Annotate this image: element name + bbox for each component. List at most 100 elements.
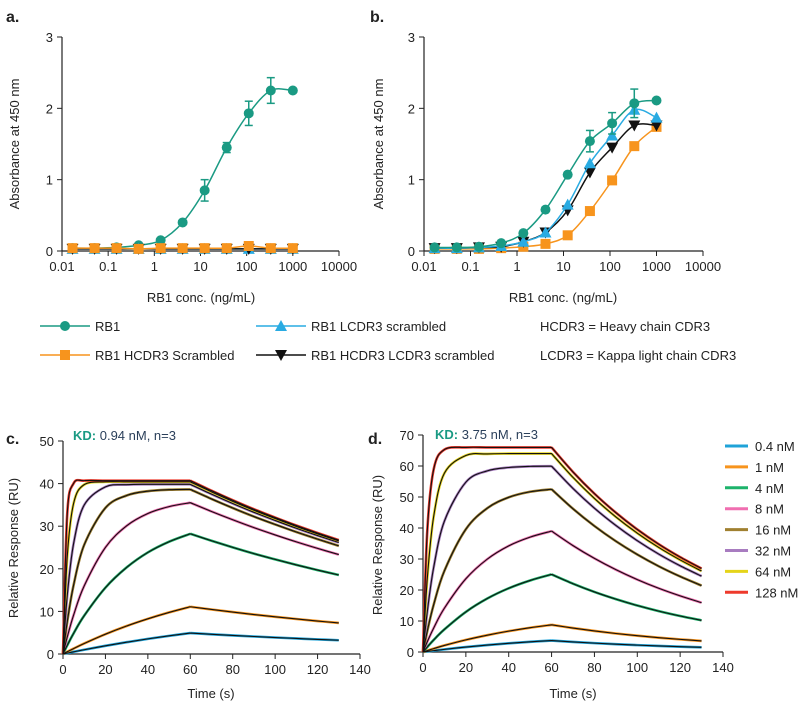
legend-marker-triangle-down-icon: [275, 350, 287, 361]
panel-b-x-tick-label: 1000: [642, 259, 671, 274]
data-point: [584, 136, 595, 147]
panel-d-y-tick-label: 10: [400, 614, 414, 629]
panel-c-x-tick-label: 20: [98, 662, 112, 677]
panel-c-x-tick-label: 0: [59, 662, 66, 677]
panel-c-y-tick-label: 30: [40, 519, 54, 534]
fit-curve: [422, 453, 702, 653]
panel-b-ylabel: Absorbance at 450 nm: [371, 79, 386, 210]
fit-curve: [422, 488, 702, 653]
panel-b-xlabel: RB1 conc. (ng/mL): [509, 290, 617, 305]
data-point: [177, 243, 188, 254]
legend-label: 16 nM: [755, 523, 791, 538]
panel-b-x-tick-label: 0.01: [411, 259, 436, 274]
series-rb1: [67, 76, 298, 254]
data-point: [562, 169, 573, 180]
data-point: [628, 120, 641, 132]
data-point: [540, 238, 551, 249]
data-point: [540, 204, 551, 215]
panel-d-chart: 0 20 40 60 80 100 120 140 0 10 20 30 40 50 60 70 0.4 nM 1…: [400, 428, 798, 675]
panel-a-y-tick-label: 2: [46, 101, 53, 116]
panel-d-x-tick-label: 120: [669, 660, 691, 675]
panel-d-kd-annotation: KD: 3.75 nM, n=3: [435, 427, 538, 442]
fit-curve: [434, 99, 657, 249]
data-point: [651, 95, 662, 106]
panel-a-y-tick-label: 0: [46, 244, 53, 259]
data-point: [287, 85, 298, 96]
panel-d-letter: d.: [368, 431, 382, 448]
panel-d-y-tick-label: 60: [400, 459, 414, 474]
data-point: [650, 111, 663, 123]
panel-d-x-tick-label: 100: [626, 660, 648, 675]
association-curve: [422, 623, 552, 654]
panel-c-x-tick-label: 60: [183, 662, 197, 677]
panel-c-x-tick-label: 80: [225, 662, 239, 677]
panel-a-xlabel: RB1 conc. (ng/mL): [147, 290, 255, 305]
panel-c-y-tick-label: 50: [40, 434, 54, 449]
fit-curve: [62, 481, 339, 655]
data-point: [243, 108, 254, 119]
elisa-legend: RB1 RB1 HCDR3 Scrambled RB1 LCDR3 scramb…: [95, 319, 736, 363]
fit-curve: [422, 465, 702, 653]
concentration-legend: 0.4 nM 1 nM 4 nM 8 nM 16 nM 32 nM 64 nM 128 nM: [725, 439, 798, 600]
panel-c-y-tick-label: 20: [40, 562, 54, 577]
panel-b-x-tick-label: 0.1: [461, 259, 479, 274]
data-point: [199, 185, 210, 196]
series-rb1: [429, 88, 662, 253]
legend-label: 128 nM: [755, 585, 798, 600]
panel-a-y-tick-label: 3: [46, 30, 53, 45]
panel-b-y-tick-label: 3: [408, 30, 415, 45]
panel-d-x-tick-label: 0: [419, 660, 426, 675]
data-point: [650, 120, 663, 132]
data-point: [133, 243, 144, 254]
data-point: [155, 235, 166, 246]
panel-d-xlabel: Time (s): [549, 686, 596, 701]
association-curve: [62, 605, 191, 656]
dissociation-curve: [550, 530, 702, 604]
data-point: [429, 242, 440, 253]
panel-a-chart: 0.01 0.1 1 10 100 1000 10000 0 1 2 3: [46, 30, 357, 274]
sensorgram-0.4-nM: [62, 631, 339, 656]
legend-note: LCDR3 = Kappa light chain CDR3: [540, 348, 736, 363]
panel-d-y-tick-label: 0: [407, 645, 414, 660]
fit-curve: [62, 632, 339, 655]
legend-marker-square-icon: [60, 350, 70, 360]
panel-b-x-tick-label: 10000: [685, 259, 721, 274]
panel-a-x-tick-label: 1: [151, 259, 158, 274]
fit-curve: [62, 479, 339, 655]
panel-b-letter: b.: [370, 9, 384, 26]
data-point: [287, 243, 298, 254]
data-point: [473, 241, 484, 252]
panel-c-x-tick-label: 100: [264, 662, 286, 677]
series-rb1-hcdr3-scrambled: [67, 241, 298, 254]
legend-label: RB1 HCDR3 Scrambled: [95, 348, 234, 363]
data-point: [111, 243, 122, 254]
fit-curve: [62, 483, 339, 655]
kd-label: KD:: [73, 428, 96, 443]
panel-b-x-tick-label: 10: [556, 259, 570, 274]
panel-d-x-tick-label: 40: [501, 660, 515, 675]
panel-a-x-tick-label: 0.1: [99, 259, 117, 274]
data-point: [629, 141, 640, 152]
panel-d-y-tick-label: 50: [400, 490, 414, 505]
fit-curve: [422, 639, 702, 653]
association-curve: [61, 488, 191, 655]
legend-label: 8 nM: [755, 502, 784, 517]
panel-c-y-tick-label: 0: [47, 647, 54, 662]
panel-c-y-tick-label: 10: [40, 604, 54, 619]
panel-a-x-tick-label: 10000: [321, 259, 357, 274]
legend-label: RB1 LCDR3 scrambled: [311, 319, 446, 334]
dissociation-curve: [550, 446, 703, 570]
sensorgram-16-nM: [61, 488, 340, 655]
panel-d-y-tick-label: 30: [400, 552, 414, 567]
kd-label: KD:: [435, 427, 458, 442]
data-point: [539, 226, 552, 238]
panel-c-letter: c.: [6, 431, 19, 448]
panel-d-x-tick-label: 80: [587, 660, 601, 675]
data-point: [629, 98, 640, 109]
data-point: [584, 206, 595, 217]
panel-c-x-tick-label: 40: [141, 662, 155, 677]
data-point: [607, 118, 618, 129]
legend-label: RB1 HCDR3 LCDR3 scrambled: [311, 348, 495, 363]
data-point: [606, 129, 619, 141]
